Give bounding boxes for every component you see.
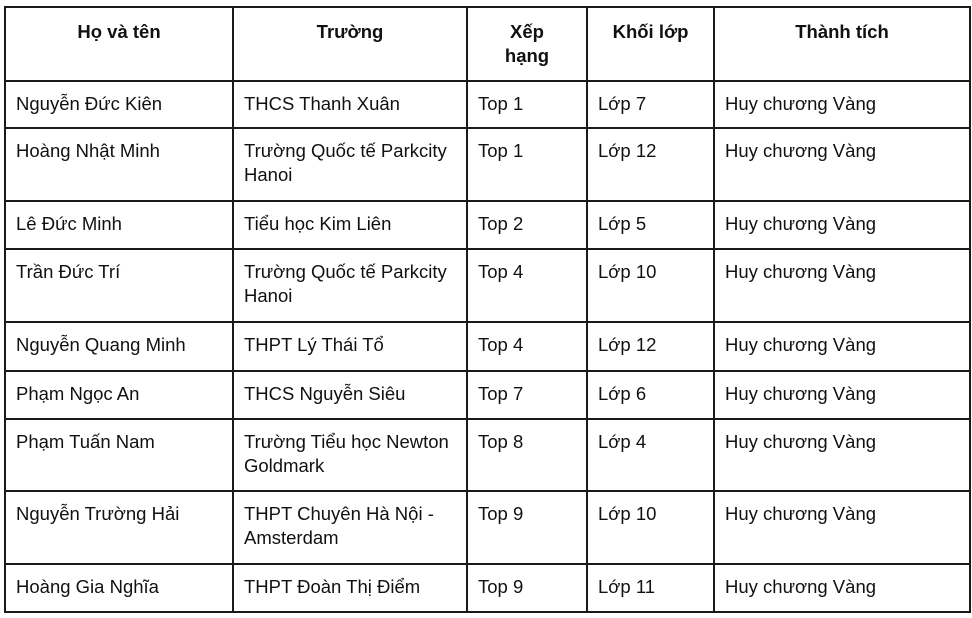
table-row: Nguyễn Trường Hải THPT Chuyên Hà Nội - Am… [4,490,971,565]
grade-cell: Lớp 6 [586,370,715,420]
grade-cell: Lớp 10 [586,490,715,565]
grade-cell: Lớp 11 [586,563,715,613]
student-name-cell: Phạm Ngọc An [4,370,234,420]
student-name-cell: Hoàng Nhật Minh [4,127,234,202]
rank-cell: Top 1 [466,127,588,202]
achievement-cell: Huy chương Vàng [713,200,971,250]
school-cell: THPT Chuyên Hà Nội - Amsterdam [232,490,468,565]
school-cell: Trường Quốc tế Parkcity Hanoi [232,248,468,323]
student-name-cell: Lê Đức Minh [4,200,234,250]
school-cell: Trường Quốc tế Parkcity Hanoi [232,127,468,202]
header-rank: Xếp hạng [466,6,588,82]
grade-cell: Lớp 10 [586,248,715,323]
table-row: Lê Đức Minh Tiểu học Kim Liên Top 2 Lớp 5 Hu… [4,200,971,250]
table-row: Phạm Ngọc An THCS Nguyễn Siêu Top 7 Lớp 6 Hu… [4,370,971,420]
header-school: Trường [232,6,468,82]
grade-cell: Lớp 12 [586,321,715,372]
student-name-cell: Nguyễn Đức Kiên [4,80,234,129]
achievement-cell: Huy chương Vàng [713,370,971,420]
header-name: Họ và tên [4,6,234,82]
table-row: Nguyễn Đức Kiên THCS Thanh Xuân Top 1 Lớp 7… [4,80,971,129]
table-row: Hoàng Nhật Minh Trường Quốc tế Parkcity H… [4,127,971,202]
rank-cell: Top 4 [466,321,588,372]
table-row: Hoàng Gia Nghĩa THPT Đoàn Thị Điểm Top 9 Lớ… [4,563,971,613]
table-row: Trần Đức Trí Trường Quốc tế Parkcity Hano… [4,248,971,323]
table-row: Nguyễn Quang Minh THPT Lý Thái Tổ Top 4 Lớp… [4,321,971,372]
results-table: Họ và tên Trường Xếp hạng Khối lớp Thành… [4,6,971,613]
grade-cell: Lớp 5 [586,200,715,250]
achievement-cell: Huy chương Vàng [713,248,971,323]
school-cell: Trường Tiểu học Newton Goldmark [232,418,468,492]
rank-cell: Top 9 [466,563,588,613]
achievement-cell: Huy chương Vàng [713,321,971,372]
achievement-cell: Huy chương Vàng [713,80,971,129]
header-row: Họ và tên Trường Xếp hạng Khối lớp Thành… [4,6,971,82]
achievement-cell: Huy chương Vàng [713,563,971,613]
rank-cell: Top 2 [466,200,588,250]
achievement-cell: Huy chương Vàng [713,418,971,492]
student-name-cell: Nguyễn Quang Minh [4,321,234,372]
school-cell: THPT Lý Thái Tổ [232,321,468,372]
student-name-cell: Nguyễn Trường Hải [4,490,234,565]
rank-cell: Top 9 [466,490,588,565]
school-cell: THCS Nguyễn Siêu [232,370,468,420]
school-cell: THPT Đoàn Thị Điểm [232,563,468,613]
achievement-cell: Huy chương Vàng [713,127,971,202]
grade-cell: Lớp 4 [586,418,715,492]
grade-cell: Lớp 12 [586,127,715,202]
rank-cell: Top 4 [466,248,588,323]
achievement-cell: Huy chương Vàng [713,490,971,565]
grade-cell: Lớp 7 [586,80,715,129]
school-cell: Tiểu học Kim Liên [232,200,468,250]
rank-cell: Top 7 [466,370,588,420]
rank-cell: Top 8 [466,418,588,492]
rank-cell: Top 1 [466,80,588,129]
student-name-cell: Trần Đức Trí [4,248,234,323]
table-row: Phạm Tuấn Nam Trường Tiểu học Newton Gold… [4,418,971,492]
student-name-cell: Hoàng Gia Nghĩa [4,563,234,613]
header-grade: Khối lớp [586,6,715,82]
school-cell: THCS Thanh Xuân [232,80,468,129]
header-achievement: Thành tích [713,6,971,82]
student-name-cell: Phạm Tuấn Nam [4,418,234,492]
